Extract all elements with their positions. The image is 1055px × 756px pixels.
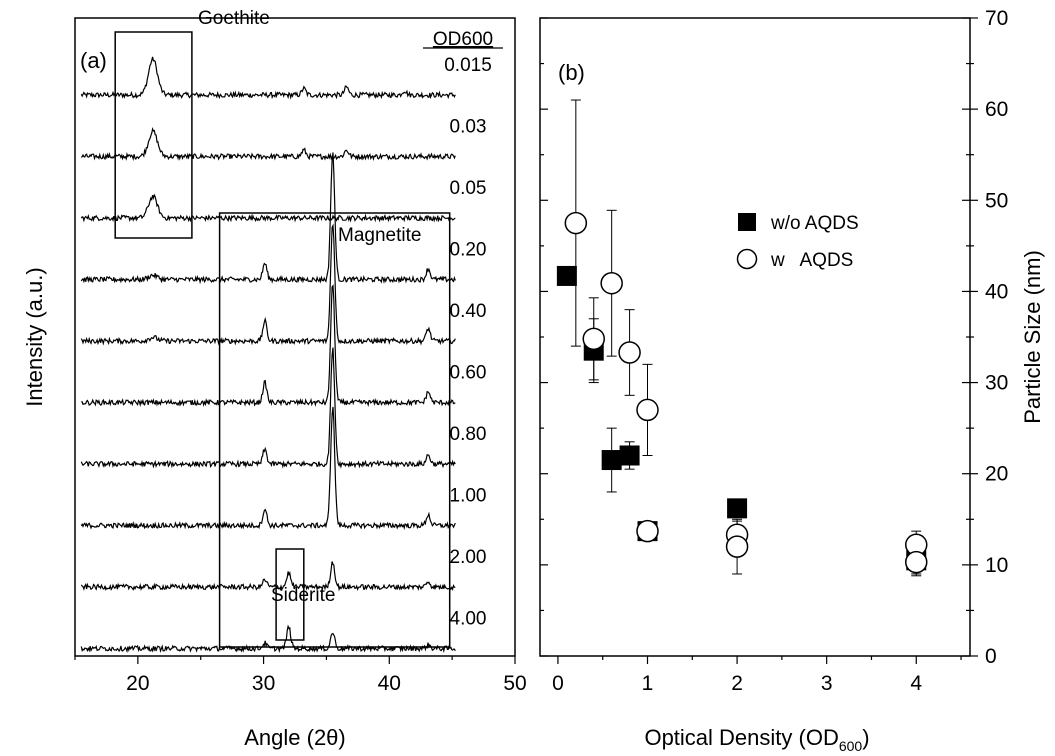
panel-a-label: (a) xyxy=(80,48,107,73)
a-x-tick-label: 50 xyxy=(503,672,526,695)
a-x-tick-label: 40 xyxy=(378,672,401,695)
od-label-0_40: 0.40 xyxy=(450,301,487,322)
x-label-close: ) xyxy=(862,725,869,750)
xrd-trace-od-0_40 xyxy=(80,223,456,346)
b-x-tick-label: 3 xyxy=(821,672,833,695)
xrd-trace-od-2_00 xyxy=(80,561,456,592)
point-with-aqds xyxy=(600,271,623,295)
point-with-aqds xyxy=(905,550,928,574)
particle-size-points xyxy=(556,99,928,577)
point-without-aqds xyxy=(556,265,577,286)
xrd-trace-od-1_00 xyxy=(80,406,456,531)
legend-label-without-aqds: w/o AQDS xyxy=(770,213,859,234)
point-without-aqds xyxy=(601,450,622,471)
b-y-tick-label: 20 xyxy=(985,463,1008,486)
od600-header: OD600 xyxy=(433,29,493,50)
xrd-trace-od-0_03 xyxy=(80,126,456,162)
annotation-siderite: Siderite xyxy=(271,585,335,606)
panel-b-x-axis-label: Optical Density (OD600) xyxy=(644,725,869,754)
point-with-aqds xyxy=(636,519,659,543)
xrd-trace-od-0_05 xyxy=(80,193,456,223)
od-label-0_80: 0.80 xyxy=(450,424,487,445)
box-siderite xyxy=(275,548,305,641)
annotation-goethite: Goethite xyxy=(198,8,270,29)
point-with-aqds xyxy=(636,398,659,422)
panel-a-x-ticks: 20 30 40 50 xyxy=(74,656,527,695)
phase-boxes: Goethite Magnetite Siderite xyxy=(114,8,451,648)
panel-b-label: (b) xyxy=(558,60,585,85)
point-with-aqds xyxy=(725,535,749,558)
od-label-0_03: 0.03 xyxy=(450,117,487,138)
xrd-trace-od-0_015 xyxy=(80,56,456,100)
legend-marker-open-circle xyxy=(736,248,758,270)
xrd-traces: 0.015 0.03 0.05 0.20 0.40 0.60 0.80 1.00 2.00 4.0… xyxy=(80,55,492,654)
legend-marker-filled-square xyxy=(738,213,756,231)
od-label-0_20: 0.20 xyxy=(450,240,487,261)
b-y-tick-label: 60 xyxy=(985,98,1008,121)
b-y-tick-label: 10 xyxy=(985,554,1008,577)
point-without-aqds xyxy=(619,445,640,466)
point-without-aqds xyxy=(727,498,748,519)
od-label-0_05: 0.05 xyxy=(450,178,487,199)
box-goethite xyxy=(114,31,193,239)
od-label-2_00: 2.00 xyxy=(450,547,487,568)
od-label-1_00: 1.00 xyxy=(450,486,487,507)
b-y-tick-label: 70 xyxy=(985,7,1008,30)
panel-a-xrd: 0.015 0.03 0.05 0.20 0.40 0.60 0.80 1.00 2.00 4.0… xyxy=(22,8,527,750)
b-y-tick-label: 50 xyxy=(985,189,1008,212)
panel-a-x-axis-label: Angle (2θ) xyxy=(244,725,346,750)
a-x-tick-label: 30 xyxy=(252,672,275,695)
od-label-0_60: 0.60 xyxy=(450,363,487,384)
xrd-trace-od-0_80 xyxy=(80,347,456,469)
b-x-tick-label: 1 xyxy=(642,672,654,695)
point-with-aqds xyxy=(582,327,605,351)
od-label-4_00: 4.00 xyxy=(450,609,487,630)
b-x-tick-label: 4 xyxy=(910,672,922,695)
point-with-aqds xyxy=(564,211,588,235)
x-label-main: Optical Density (OD xyxy=(644,725,838,750)
panel-b-legend: w/o AQDS w AQDS xyxy=(728,202,926,282)
legend-label-with-aqds: w AQDS xyxy=(770,250,853,271)
b-y-tick-label: 30 xyxy=(985,372,1008,395)
annotation-magnetite: Magnetite xyxy=(338,225,421,246)
b-y-tick-label: 40 xyxy=(985,280,1008,303)
xrd-trace-od-0_60 xyxy=(81,284,456,408)
legend-box xyxy=(728,202,926,282)
panel-a-y-axis-label: Intensity (a.u.) xyxy=(22,267,47,406)
point-with-aqds xyxy=(618,341,641,364)
xrd-trace-od-0_20 xyxy=(80,152,456,285)
od-label-0_015: 0.015 xyxy=(444,55,492,76)
b-x-tick-label: 2 xyxy=(731,672,743,695)
x-label-subscript: 600 xyxy=(839,738,863,754)
panel-b-y-axis-label: Particle Size (nm) xyxy=(1020,250,1045,424)
panel-a-frame xyxy=(74,17,516,657)
xrd-trace-od-4_00 xyxy=(80,624,456,654)
b-y-tick-label: 0 xyxy=(985,645,997,668)
box-magnetite xyxy=(218,212,451,648)
a-x-tick-label: 20 xyxy=(126,672,149,695)
b-x-tick-label: 0 xyxy=(552,672,564,695)
